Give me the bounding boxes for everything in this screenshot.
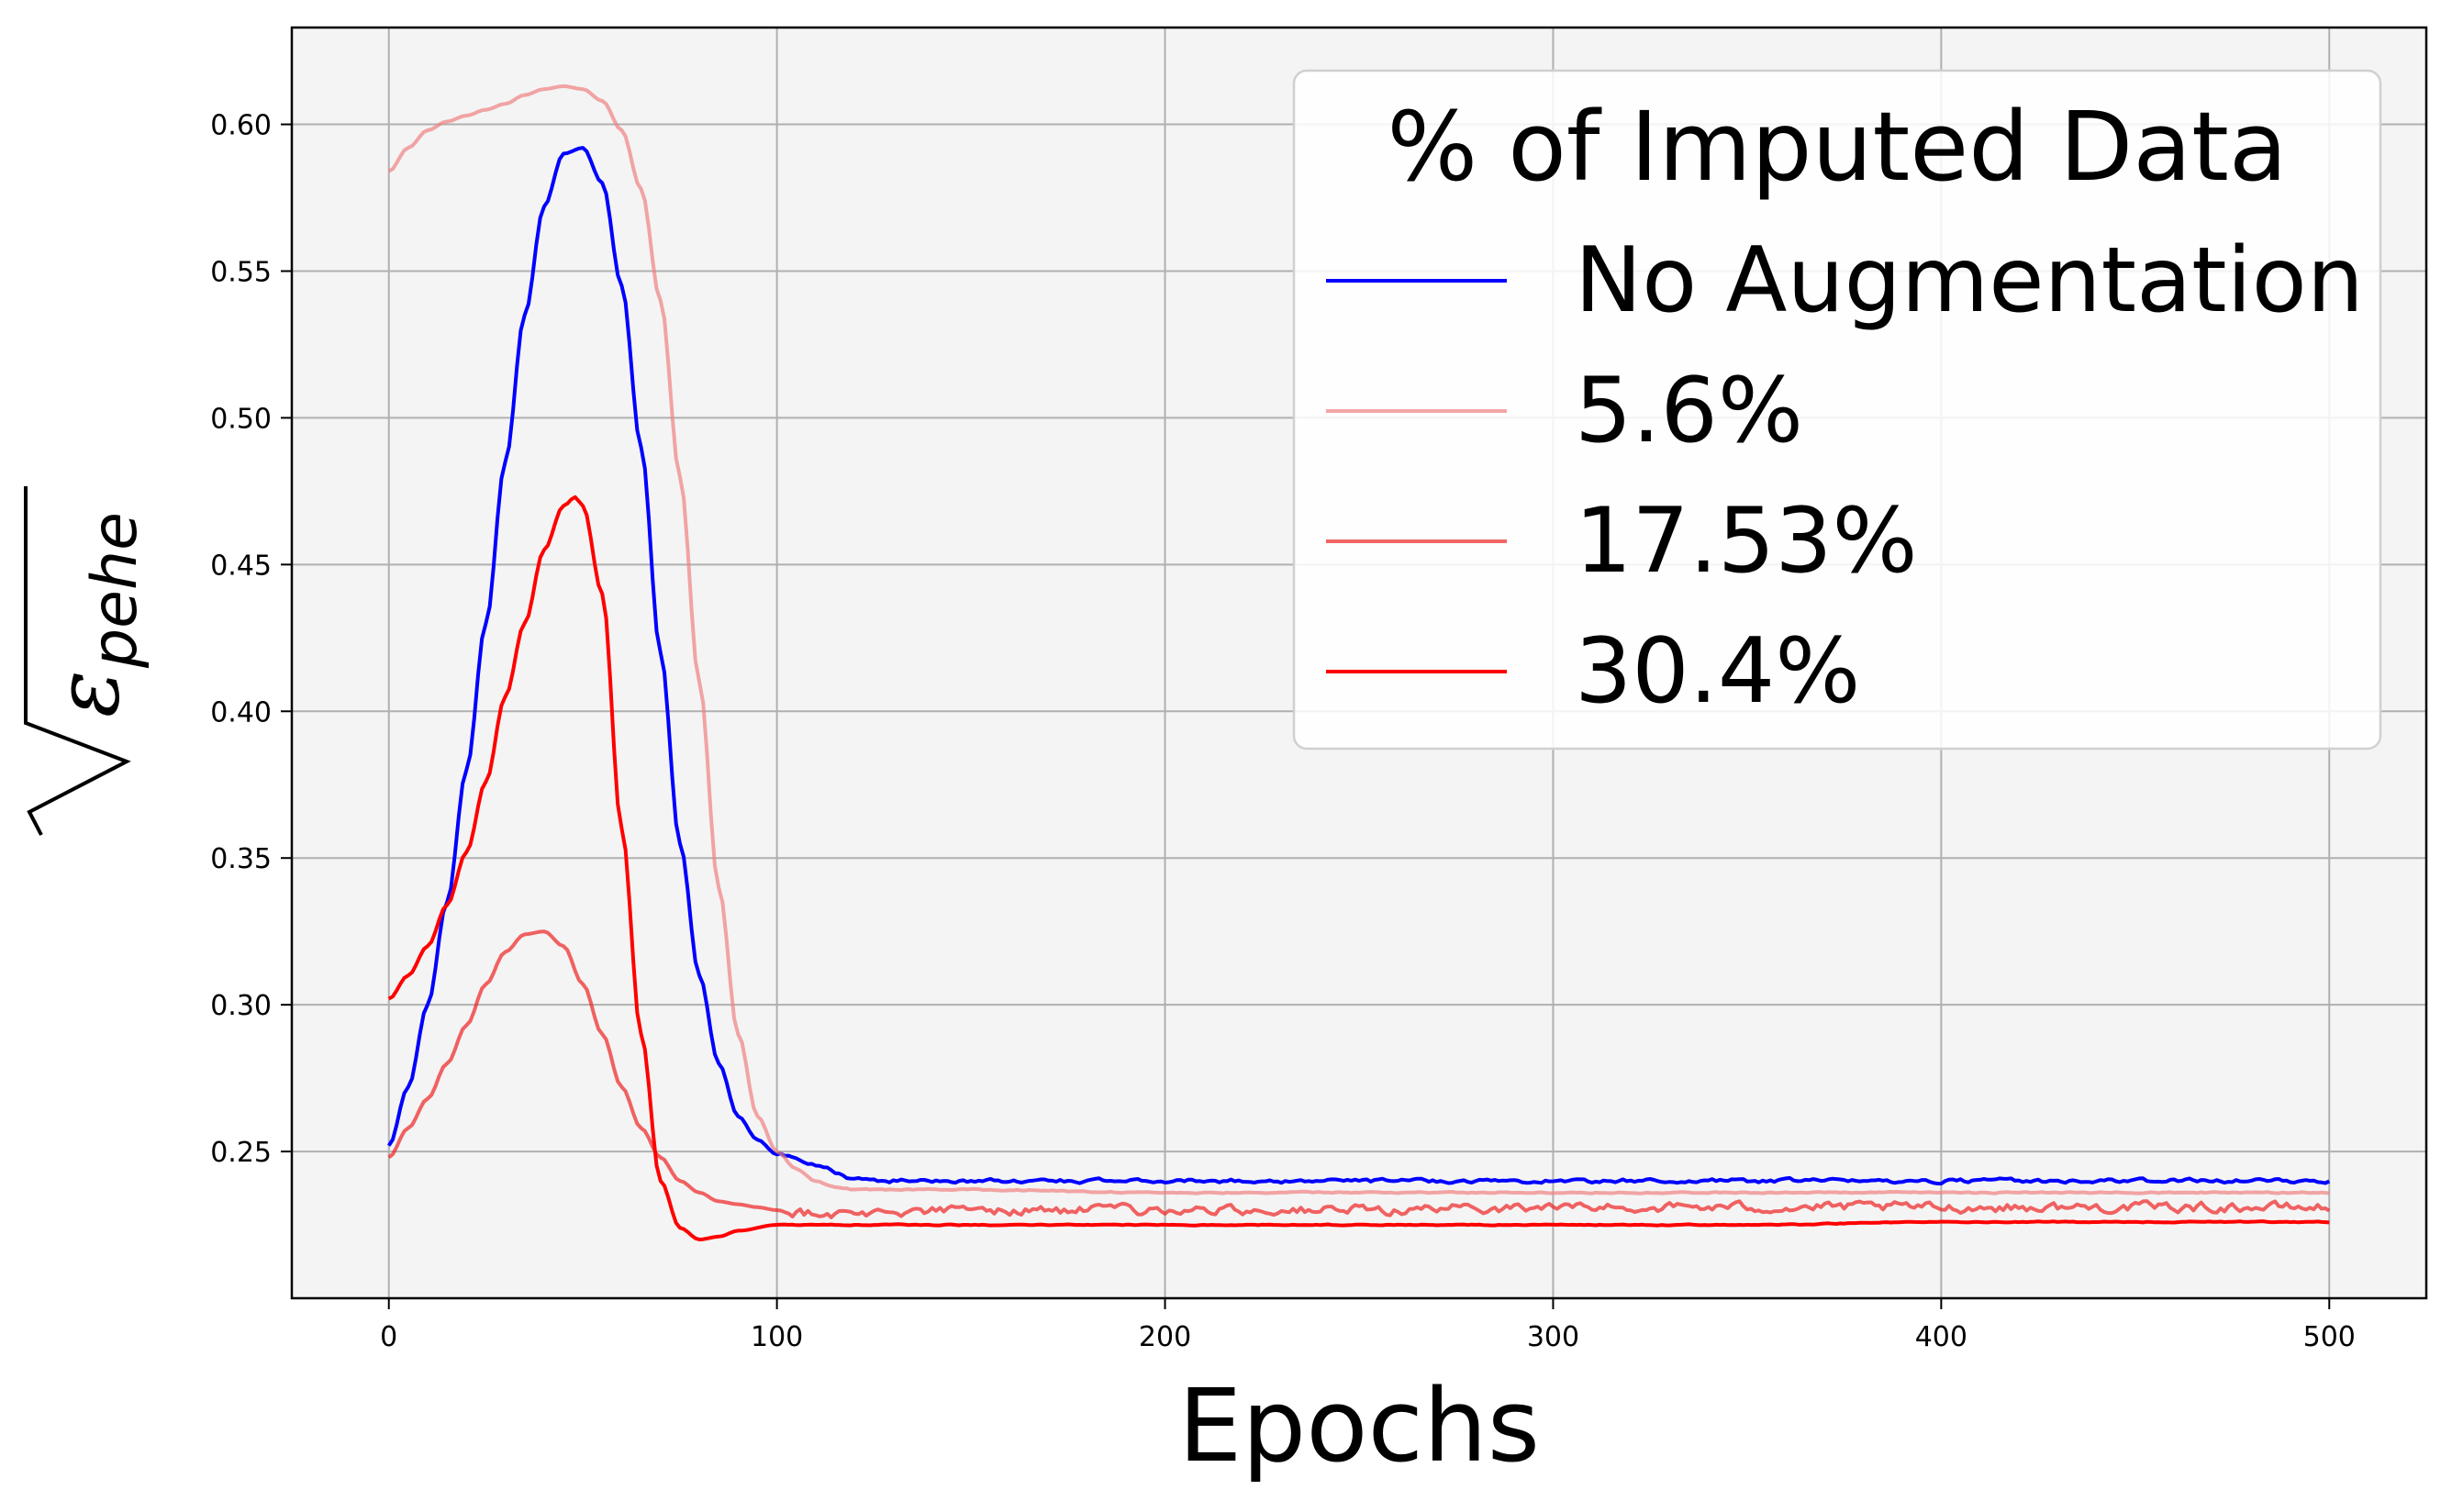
- y-axis-label-symbol: ε: [36, 670, 139, 717]
- series-layer: [387, 84, 2331, 1241]
- y-tick-label: 0.35: [210, 843, 272, 875]
- x-tick-label: 200: [1139, 1321, 1191, 1353]
- y-axis-label: ε pehe: [24, 486, 151, 836]
- x-tick-label: 100: [751, 1321, 803, 1353]
- y-tick-label: 0.60: [210, 110, 272, 142]
- y-tick-label: 0.25: [210, 1137, 272, 1169]
- legend-label: No Augmentation: [1575, 228, 2364, 333]
- y-tick-label: 0.40: [210, 696, 272, 728]
- legend-title: % of Imputed Data: [1387, 91, 2287, 203]
- ticks: 0 100 200 300 400 500 0.25 0.30 0.35 0.40 0.45 0.50…: [210, 110, 2356, 1353]
- legend-label: 5.6%: [1575, 359, 1803, 463]
- legend: % of Imputed Data No Augmentation 5.6% 17.…: [1292, 69, 2382, 750]
- y-tick-label: 0.50: [210, 403, 272, 435]
- series-line: [387, 84, 2330, 1195]
- series-line: [387, 929, 2331, 1219]
- legend-entries: No Augmentation 5.6% 17.53% 30.4%: [1326, 228, 2364, 724]
- y-axis-label-subscript: pehe: [79, 512, 151, 669]
- y-tick-label: 0.30: [210, 990, 272, 1022]
- x-axis-label: Epochs: [1178, 1367, 1540, 1484]
- x-tick-label: 0: [380, 1321, 397, 1353]
- series-line: [387, 495, 2330, 1241]
- legend-box: [1292, 69, 2382, 750]
- y-tick-label: 0.45: [210, 550, 272, 582]
- x-tick-label: 400: [1915, 1321, 1967, 1353]
- y-tick-label: 0.55: [210, 256, 272, 288]
- x-tick-label: 300: [1527, 1321, 1579, 1353]
- sqrt-symbol: [24, 486, 131, 836]
- legend-label: 17.53%: [1575, 489, 1918, 594]
- legend-label: 30.4%: [1575, 619, 1860, 724]
- series-line: [387, 146, 2331, 1186]
- plot-frame: [290, 26, 2428, 1300]
- x-tick-label: 500: [2303, 1321, 2356, 1353]
